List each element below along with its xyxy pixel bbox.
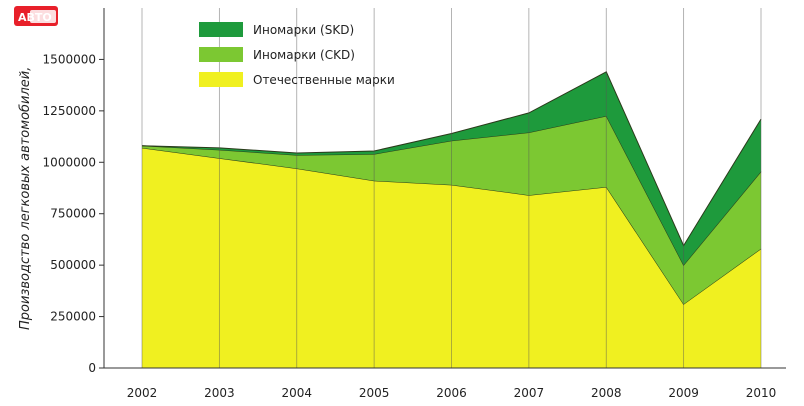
x-tick-label-5: 2007 [514, 386, 545, 400]
x-tick-label-2: 2004 [281, 386, 312, 400]
x-tick-label-8: 2010 [746, 386, 777, 400]
logo-badge: АВТО [14, 6, 58, 26]
x-tick-label-3: 2005 [359, 386, 390, 400]
legend-swatch-2 [199, 72, 243, 87]
legend-swatch-0 [199, 22, 243, 37]
y-tick-label-4: 1000000 [43, 155, 96, 169]
x-tick-label-6: 2008 [591, 386, 622, 400]
x-tick-label-0: 2002 [127, 386, 158, 400]
y-axis-ticks: 0 250000 500000 750000 1000000 1250000 1500000 [43, 52, 104, 375]
y-tick-label-1: 250000 [50, 310, 96, 324]
x-tick-label-7: 2009 [668, 386, 699, 400]
y-tick-label-6: 1500000 [43, 52, 96, 66]
y-tick-label-3: 750000 [50, 207, 96, 221]
y-tick-label-0: 0 [88, 361, 96, 375]
x-tick-label-1: 2003 [204, 386, 235, 400]
x-tick-label-4: 2006 [436, 386, 467, 400]
x-axis-ticks: 2002 2003 2004 2005 2006 2007 2008 2009 2010 [127, 386, 777, 400]
vertical-gridlines [141, 8, 762, 368]
legend-label-2: Отечественные марки [253, 73, 395, 87]
legend-swatch-1 [199, 47, 243, 62]
legend: Иномарки (SKD) Иномарки (CKD) Отечественны… [199, 22, 395, 87]
y-tick-label-2: 500000 [50, 258, 96, 272]
legend-label-1: Иномарки (CKD) [253, 48, 355, 62]
logo-text: АВТО [18, 11, 52, 24]
y-axis-label: Производство легковых автомобилей, [18, 67, 33, 330]
area-series-2 [142, 71, 761, 266]
y-tick-label-5: 1250000 [43, 104, 96, 118]
axes [103, 8, 786, 369]
legend-label-0: Иномарки (SKD) [253, 23, 354, 37]
